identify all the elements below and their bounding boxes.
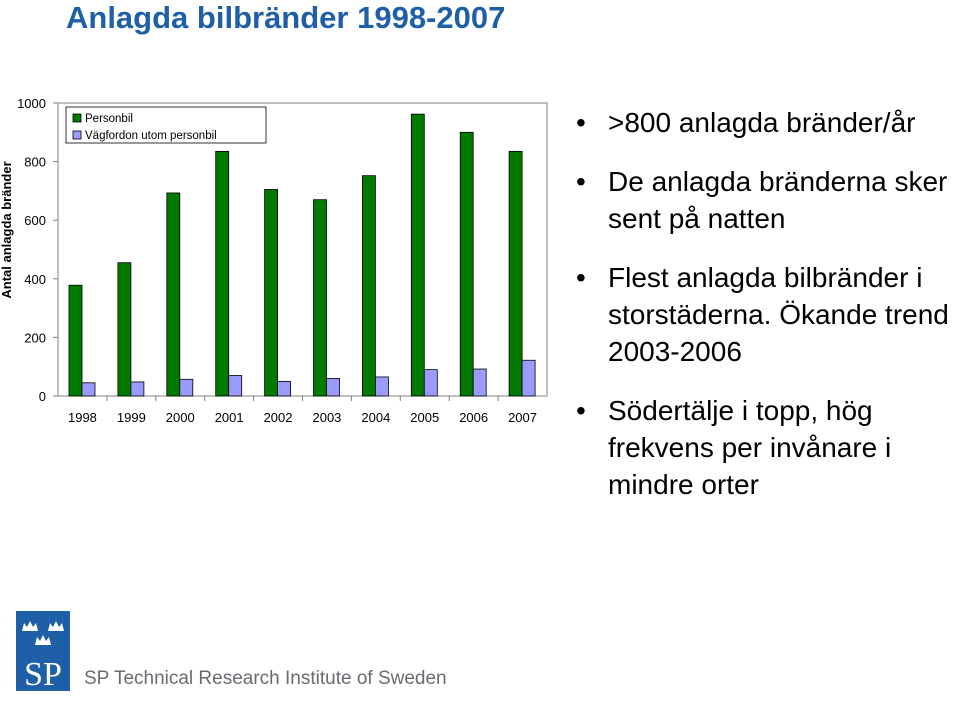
sp-logo: SP (16, 611, 70, 691)
legend-label-vagfordon: Vägfordon utom personbil (85, 130, 217, 142)
bar-personbil (410, 113, 425, 397)
bar-vagfordon (326, 378, 340, 397)
bar-chart: Antal anlagda bränder 0 200 400 600 800 1000 1… (0, 96, 548, 425)
bar-personbil (117, 262, 132, 397)
bar-vagfordon (81, 382, 96, 397)
bullet-item: Flest anlagda bilbränder i storstäderna.… (572, 259, 960, 370)
bar-personbil (313, 199, 327, 397)
legend-swatch-vagfordon (72, 130, 82, 140)
page-title: Anlagda bilbränder 1998-2007 (66, 0, 506, 35)
y-tick-label: 600 (24, 213, 46, 228)
bar-vagfordon (374, 376, 389, 397)
bar-vagfordon (277, 380, 292, 397)
legend: Personbil Vägfordon utom personbil (65, 106, 267, 144)
x-tick-label: 2002 (264, 410, 293, 425)
bar-vagfordon (423, 369, 438, 397)
x-tick-label: 2007 (508, 410, 537, 425)
x-tick-label: 2000 (166, 410, 195, 425)
x-tick-label: 2006 (459, 410, 488, 425)
bar-vagfordon (472, 368, 487, 397)
x-tick-label: 2005 (410, 410, 439, 425)
bullet-item: Södertälje i topp, hög frekvens per invå… (572, 392, 960, 503)
y-axis-label: Antal anlagda bränder (0, 161, 14, 298)
bar-vagfordon (228, 375, 243, 397)
x-tick-label: 2001 (215, 410, 244, 425)
y-tick-label: 200 (24, 330, 46, 345)
y-tick-label: 1000 (17, 96, 46, 111)
bar-personbil (459, 131, 474, 397)
y-tick-label: 0 (39, 389, 46, 404)
crowns-icon (22, 621, 64, 645)
bullet-list: >800 anlagda bränder/år De anlagda bränd… (572, 104, 960, 525)
x-tick-label: 2003 (312, 410, 341, 425)
bar-personbil (264, 189, 279, 397)
legend-label-personbil: Personbil (85, 113, 133, 125)
x-tick-label: 1998 (68, 410, 97, 425)
x-tick-label: 1999 (117, 410, 146, 425)
bar-vagfordon (179, 378, 194, 397)
x-tick-label: 2004 (361, 410, 390, 425)
bar-vagfordon (521, 359, 536, 397)
bar-personbil (166, 192, 181, 397)
bar-personbil (215, 150, 230, 397)
bullet-item: De anlagda bränderna sker sent på natten (572, 163, 960, 237)
legend-swatch-personbil (72, 113, 82, 123)
organization-name: SP Technical Research Institute of Swede… (84, 668, 447, 689)
bullet-item: >800 anlagda bränder/år (572, 104, 960, 141)
logo-text: SP (24, 656, 62, 691)
plot-area (57, 102, 548, 397)
bar-personbil (508, 150, 523, 397)
bar-personbil (68, 284, 83, 397)
bar-personbil (361, 175, 376, 397)
y-tick-label: 800 (24, 155, 46, 170)
y-tick-label: 400 (24, 272, 46, 287)
bar-vagfordon (130, 381, 145, 397)
